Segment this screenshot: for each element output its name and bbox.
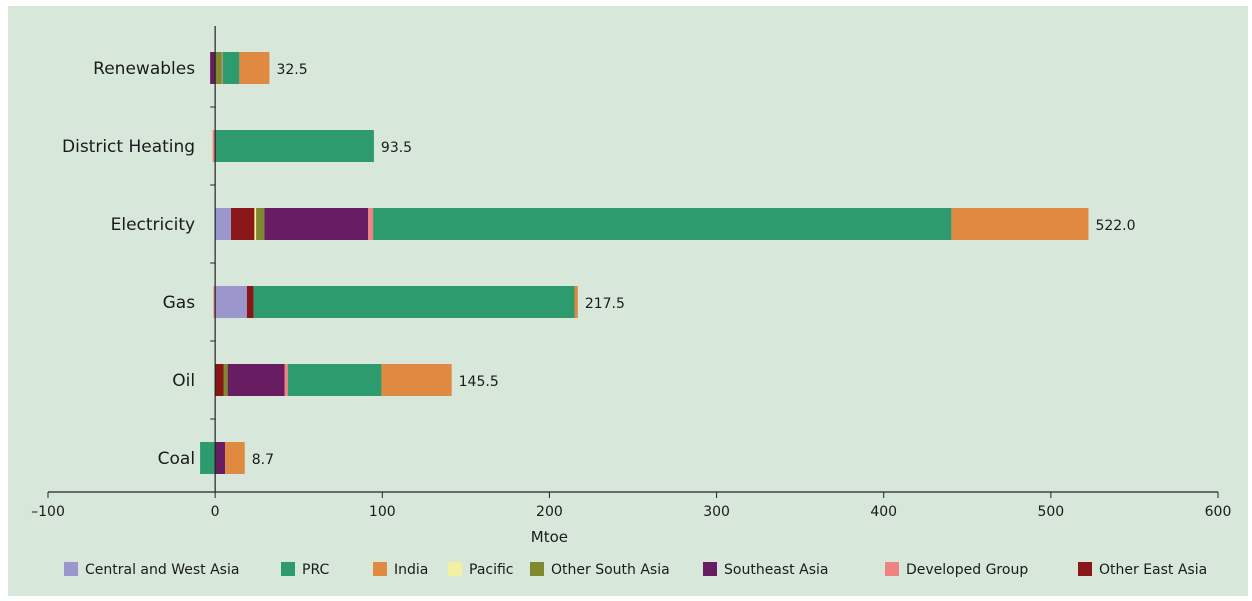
legend-label: Pacific — [469, 562, 514, 578]
x-tick-label: 400 — [870, 504, 897, 520]
bar-segment — [223, 364, 228, 396]
bar-segment — [221, 52, 223, 84]
bar-segment — [222, 52, 240, 84]
bar-segment — [200, 442, 216, 474]
stacked-bar-chart: Renewables 32.5 District Heating 93.5 Electr… — [31, 26, 1232, 578]
data-label: 522.0 — [1095, 218, 1135, 234]
bar-segment — [264, 208, 369, 240]
legend-swatch — [64, 562, 78, 576]
category-label: Coal — [158, 449, 195, 469]
bar-segment — [227, 364, 285, 396]
legend-swatch — [281, 562, 295, 576]
legend-swatch — [373, 562, 387, 576]
data-label: 217.5 — [585, 296, 625, 312]
bar-segment — [212, 130, 216, 162]
bar-segment — [574, 286, 578, 318]
chart-panel: Renewables 32.5 District Heating 93.5 Electr… — [8, 6, 1248, 596]
bar-segment — [215, 442, 226, 474]
x-tick-label: 600 — [1205, 504, 1232, 520]
bar-segment — [284, 364, 288, 396]
legend-swatch — [885, 562, 899, 576]
data-label: 145.5 — [459, 374, 499, 390]
bar-segment — [215, 286, 247, 318]
category-label: Electricity — [111, 215, 195, 235]
bar-segment — [254, 208, 257, 240]
bar-segment — [213, 286, 216, 318]
legend-label: Central and West Asia — [85, 562, 239, 578]
bar-segment — [381, 364, 452, 396]
x-tick-label: 0 — [211, 504, 220, 520]
legend-swatch — [703, 562, 717, 576]
bar-segment — [256, 208, 265, 240]
bar-segment — [373, 208, 952, 240]
legend-swatch — [530, 562, 544, 576]
legend-label: PRC — [302, 562, 329, 578]
bar-segment — [368, 208, 374, 240]
legend-swatch — [448, 562, 462, 576]
legend-swatch — [1078, 562, 1092, 576]
bar-segment — [215, 130, 374, 162]
data-label: 8.7 — [252, 452, 274, 468]
bar-segment — [951, 208, 1089, 240]
bar-segment — [215, 364, 224, 396]
category-label: Renewables — [93, 59, 195, 79]
x-tick-label: 500 — [1037, 504, 1064, 520]
bar-segment — [215, 208, 232, 240]
x-tick-label: –100 — [31, 504, 65, 520]
legend-label: Other East Asia — [1099, 562, 1207, 578]
legend-label: India — [394, 562, 428, 578]
bar-segment — [239, 52, 270, 84]
category-label: Oil — [172, 371, 195, 391]
x-tick-label: 200 — [536, 504, 563, 520]
category-label: Gas — [163, 293, 196, 313]
bar-segment — [225, 442, 245, 474]
x-tick-label: 300 — [703, 504, 730, 520]
x-tick-label: 100 — [369, 504, 396, 520]
bar-segment — [231, 208, 255, 240]
bar-segment — [287, 364, 382, 396]
bar-segment — [246, 286, 254, 318]
legend-label: Other South Asia — [551, 562, 670, 578]
legend-label: Developed Group — [906, 562, 1028, 578]
data-label: 93.5 — [381, 140, 412, 156]
bar-segment — [215, 52, 222, 84]
legend-label: Southeast Asia — [724, 562, 828, 578]
bar-segment — [210, 52, 216, 84]
x-axis-title: Mtoe — [531, 528, 568, 546]
data-label: 32.5 — [276, 62, 307, 78]
bar-segment — [253, 286, 575, 318]
category-label: District Heating — [62, 137, 195, 157]
